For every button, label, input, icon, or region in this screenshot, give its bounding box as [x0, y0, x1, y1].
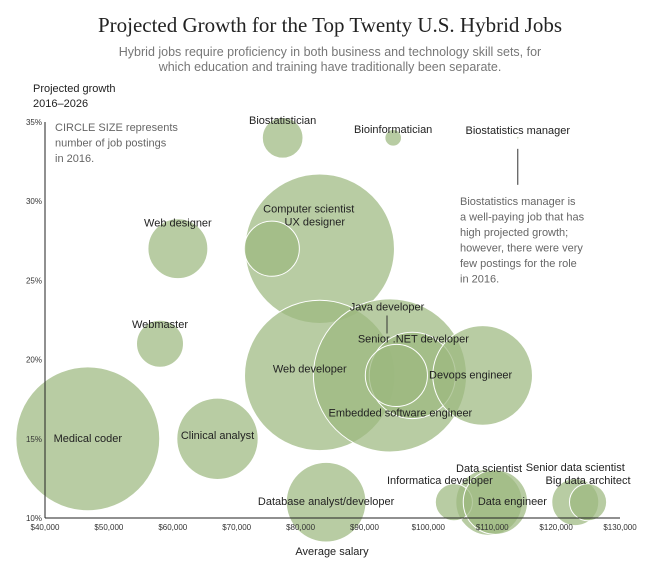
axes-layer: 10% 15% 20% 25% 30% 35% $40,000 $50,000 $60,000 $…: [26, 118, 637, 532]
x-tick-label: $110,000: [476, 523, 509, 532]
label-webmaster: Webmaster: [132, 319, 188, 331]
bubble-ux-designer: [243, 220, 300, 277]
y-tick-label: 35%: [26, 118, 42, 127]
label-biostatistics-manager: Biostatistics manager: [466, 125, 571, 137]
bubble-biostatistician: [261, 116, 304, 159]
x-tick-label: $70,000: [222, 523, 251, 532]
label-data-scientist: Data scientist: [456, 463, 522, 475]
bubble-web-designer: [147, 218, 209, 280]
bubble-biostatistics-manager: [516, 136, 520, 140]
annotation-size-note: CIRCLE SIZE represents number of job post…: [55, 122, 178, 165]
bubble-database-analyst-developer: [285, 461, 367, 543]
y-tick-label: 25%: [26, 276, 42, 285]
label-devops-engineer: Devops engineer: [429, 369, 513, 381]
label-embedded-software-engineer: Embedded software engineer: [329, 407, 473, 419]
label-senior-net-developer: Senior .NET developer: [358, 333, 469, 345]
bubble-bioinformatician: [384, 129, 402, 147]
label-computer-scientist: Computer scientist: [263, 204, 354, 216]
label-web-developer: Web developer: [273, 363, 347, 375]
label-data-engineer: Data engineer: [478, 496, 547, 508]
label-web-designer: Web designer: [144, 218, 212, 230]
x-tick-label: $40,000: [31, 523, 60, 532]
label-ux-designer: UX designer: [285, 217, 346, 229]
annotations-layer: CIRCLE SIZE represents number of job post…: [55, 122, 585, 286]
label-senior-data-scientist: Senior data scientist: [526, 462, 625, 474]
bubble-big-data-architect: [568, 483, 608, 522]
x-tick-label: $80,000: [286, 523, 315, 532]
x-tick-label: $120,000: [539, 523, 573, 532]
bubble-embedded-software-engineer: [364, 343, 428, 408]
y-axis-title-line1: Projected growth: [33, 83, 116, 95]
y-axis-title-line2: 2016–2026: [33, 98, 88, 110]
y-tick-label: 10%: [26, 514, 42, 523]
bubble-medical-coder: [15, 366, 161, 512]
y-tick-label: 20%: [26, 356, 42, 365]
bubbles-layer: [15, 116, 608, 543]
label-database-analyst-developer: Database analyst/developer: [258, 496, 395, 508]
bubble-webmaster: [136, 319, 184, 368]
x-tick-label: $50,000: [94, 523, 123, 532]
label-java-developer: Java developer: [350, 301, 425, 313]
annotation-manager-note: Biostatistics manager is a well-paying jo…: [460, 196, 585, 286]
chart-subtitle-line2: which education and training have tradit…: [158, 60, 502, 74]
x-axis-title: Average salary: [295, 546, 369, 558]
label-biostatistician: Biostatistician: [249, 115, 316, 127]
bubble-labels-layer: Medical coder Clinical analyst Webmaster We…: [54, 115, 631, 508]
x-tick-label: $100,000: [412, 523, 446, 532]
label-clinical-analyst: Clinical analyst: [181, 430, 254, 442]
bubble-clinical-analyst: [176, 397, 259, 480]
y-tick-label: 15%: [26, 435, 42, 444]
label-bioinformatician: Bioinformatician: [354, 124, 432, 136]
y-tick-label: 30%: [26, 197, 42, 206]
bubble-devops-engineer: [432, 325, 533, 426]
chart-subtitle-line1: Hybrid jobs require proficiency in both …: [119, 45, 541, 59]
x-tick-label: $130,000: [603, 523, 637, 532]
label-medical-coder: Medical coder: [54, 433, 123, 445]
label-big-data-architect: Big data architect: [546, 475, 631, 487]
chart-title: Projected Growth for the Top Twenty U.S.…: [98, 13, 562, 37]
x-tick-label: $60,000: [158, 523, 187, 532]
label-informatica-developer: Informatica developer: [387, 475, 493, 487]
x-tick-label: $90,000: [350, 523, 379, 532]
